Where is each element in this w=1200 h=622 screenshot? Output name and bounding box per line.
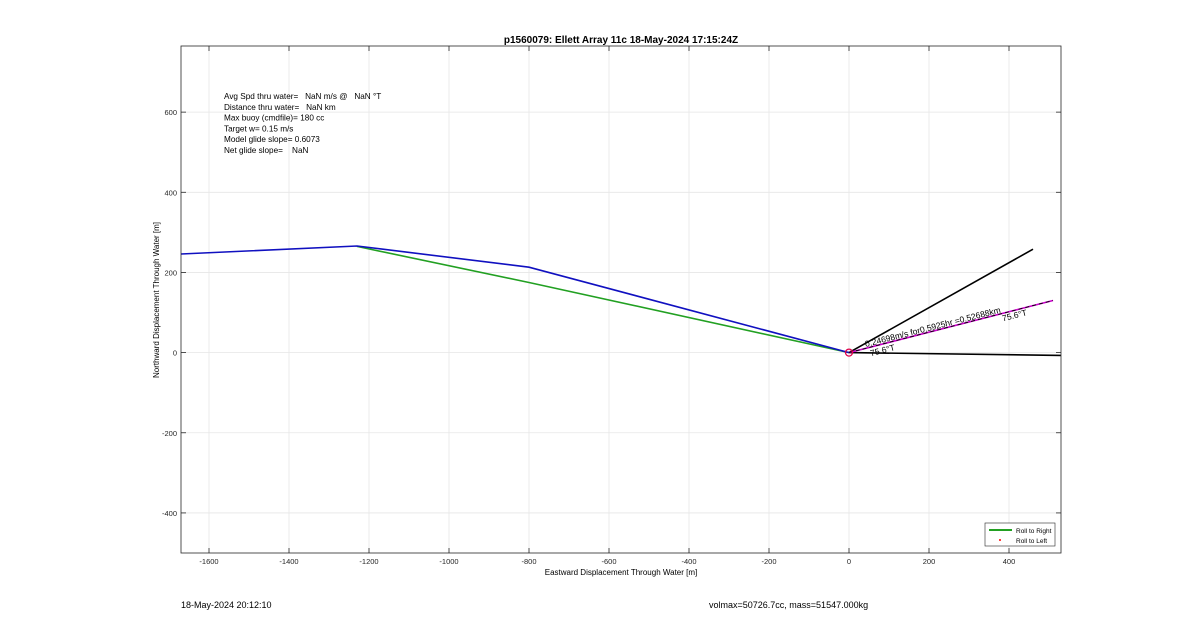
annotation-text: 0.24698m/s for0.5925hr =0.52688km xyxy=(864,305,1002,349)
legend-label-roll-right: Roll to Right xyxy=(1016,528,1052,535)
y-tick-label: 200 xyxy=(164,268,177,277)
plot-area: -1600 -1400 -1200 -1000 -800 -600 -400 -200 0 200… xyxy=(162,45,1062,566)
series-line-3 xyxy=(848,248,1034,354)
legend-swatch-roll-left xyxy=(999,539,1001,541)
y-tick-label: 600 xyxy=(164,108,177,117)
x-tick-label: 400 xyxy=(1003,557,1016,566)
origin-marker xyxy=(844,348,854,357)
legend-label-roll-left: Roll to Left xyxy=(1016,538,1047,545)
y-tick-label: 0 xyxy=(173,349,177,358)
annotation-text: 75.6°T xyxy=(1001,307,1028,323)
footer-mass-info: volmax=50726.7cc, mass=51547.000kg xyxy=(709,600,869,610)
x-tick-label: -600 xyxy=(601,557,616,566)
x-tick-label: 0 xyxy=(847,557,851,566)
y-tick-label: 400 xyxy=(164,188,177,197)
series-line-4 xyxy=(848,351,1061,357)
x-tick-label: -1000 xyxy=(439,557,458,566)
footer-timestamp: 18-May-2024 20:12:10 xyxy=(181,600,272,610)
x-axis-label: Eastward Displacement Through Water [m] xyxy=(545,568,698,577)
x-tick-label: -1400 xyxy=(279,557,298,566)
legend-box xyxy=(984,522,1056,547)
x-tick-label: -1200 xyxy=(359,557,378,566)
y-tick-label: -200 xyxy=(162,429,177,438)
info-line: Target w= 0.15 m/s xyxy=(224,124,293,133)
info-line: Max buoy (cmdfile)= 180 cc xyxy=(224,114,324,123)
x-tick-label: -1600 xyxy=(199,557,218,566)
series-line-5-dash xyxy=(848,300,1054,354)
info-line: Net glide slope= NaN xyxy=(224,146,309,155)
info-line: Avg Spd thru water= NaN m/s @ NaN °T xyxy=(224,92,381,101)
y-axis-label: Northward Displacement Through Water [m] xyxy=(152,222,161,378)
series-line-2 xyxy=(181,245,850,354)
info-line: Model glide slope= 0.6073 xyxy=(224,135,320,144)
legend: Roll to Right Roll to Left xyxy=(984,522,1056,547)
axes-box xyxy=(180,45,1062,554)
info-line: Distance thru water= NaN km xyxy=(224,103,336,112)
y-tick-label: -400 xyxy=(162,509,177,518)
x-tick-label: 200 xyxy=(923,557,936,566)
chart-title: p1560079: Ellett Array 11c 18-May-2024 1… xyxy=(504,35,738,46)
series-group xyxy=(181,245,1061,357)
x-tick-label: -200 xyxy=(761,557,776,566)
x-tick-label: -400 xyxy=(681,557,696,566)
series-line-0 xyxy=(356,245,850,354)
x-tick-label: -800 xyxy=(521,557,536,566)
